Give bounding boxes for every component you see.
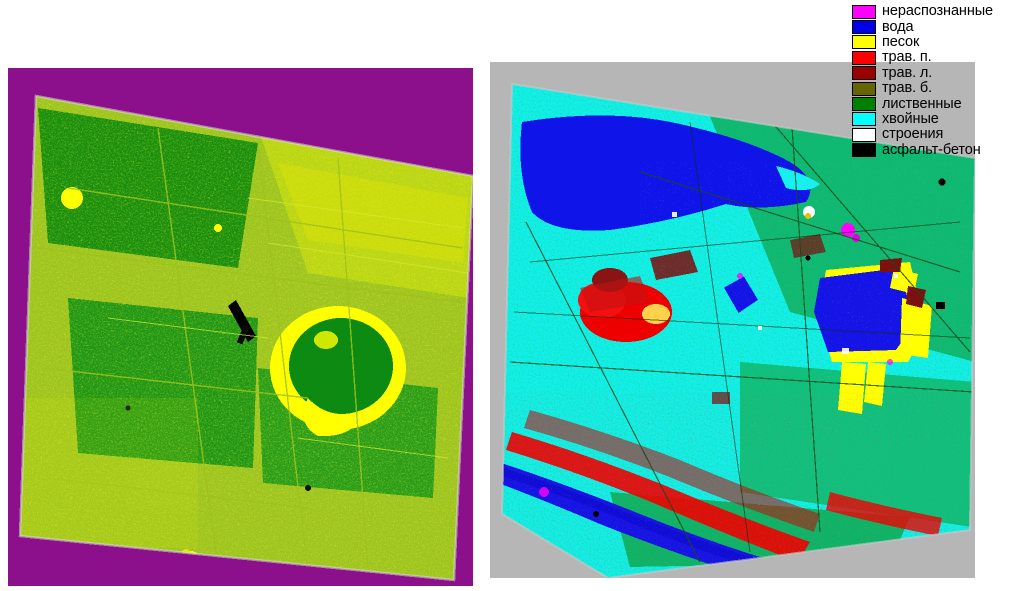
legend-label-unrecognized: нераспознанные bbox=[882, 3, 994, 20]
legend-swatch-asphalt bbox=[852, 143, 876, 158]
legend-item-unrecognized[interactable]: нераспознанные bbox=[852, 4, 1017, 19]
legend-item-water[interactable]: вода bbox=[852, 18, 1017, 35]
legend-label-grass-p: трав. п. bbox=[882, 49, 932, 66]
legend-label-buildings: строения bbox=[882, 126, 944, 143]
legend-item-sand[interactable]: песок bbox=[852, 33, 1017, 50]
legend-item-asphalt[interactable]: асфальт-бетон bbox=[852, 141, 1017, 158]
legend-swatch-unrecognized bbox=[852, 4, 876, 19]
legend-item-coniferous[interactable]: хвойные bbox=[852, 110, 1017, 127]
map-left-svg bbox=[8, 68, 473, 586]
legend-swatch-deciduous bbox=[852, 97, 876, 112]
legend-label-water: вода bbox=[882, 18, 914, 35]
legend-label-grass-l: трав. л. bbox=[882, 64, 933, 81]
legend-item-grass-p[interactable]: трав. п. bbox=[852, 50, 1017, 65]
legend-item-buildings[interactable]: строения bbox=[852, 127, 1017, 142]
legend-item-deciduous[interactable]: лиственные bbox=[852, 95, 1017, 112]
legend-swatch-water bbox=[852, 20, 876, 35]
legend-label-sand: песок bbox=[882, 33, 920, 50]
legend-label-coniferous: хвойные bbox=[882, 110, 939, 127]
legend-label-asphalt: асфальт-бетон bbox=[882, 141, 981, 158]
legend-item-grass-l[interactable]: трав. л. bbox=[852, 64, 1017, 81]
legend-swatch-grass-p bbox=[852, 50, 876, 65]
class-legend: нераспознанные вода песок трав. п. трав.… bbox=[852, 4, 1017, 158]
legend-swatch-buildings bbox=[852, 127, 876, 142]
classification-map-left[interactable] bbox=[8, 68, 473, 586]
map-right-svg bbox=[490, 62, 975, 578]
left-scene bbox=[20, 96, 473, 580]
map-left-clip bbox=[8, 68, 473, 586]
legend-item-grass-b[interactable]: трав. б. bbox=[852, 81, 1017, 96]
legend-label-grass-b: трав. б. bbox=[882, 80, 933, 97]
classification-map-right[interactable] bbox=[490, 62, 975, 578]
right-scene bbox=[502, 84, 975, 578]
legend-label-deciduous: лиственные bbox=[882, 95, 962, 112]
legend-swatch-grass-l bbox=[852, 66, 876, 81]
legend-swatch-grass-b bbox=[852, 81, 876, 96]
map-right-clip bbox=[490, 62, 975, 578]
legend-swatch-sand bbox=[852, 35, 876, 50]
legend-swatch-coniferous bbox=[852, 112, 876, 127]
